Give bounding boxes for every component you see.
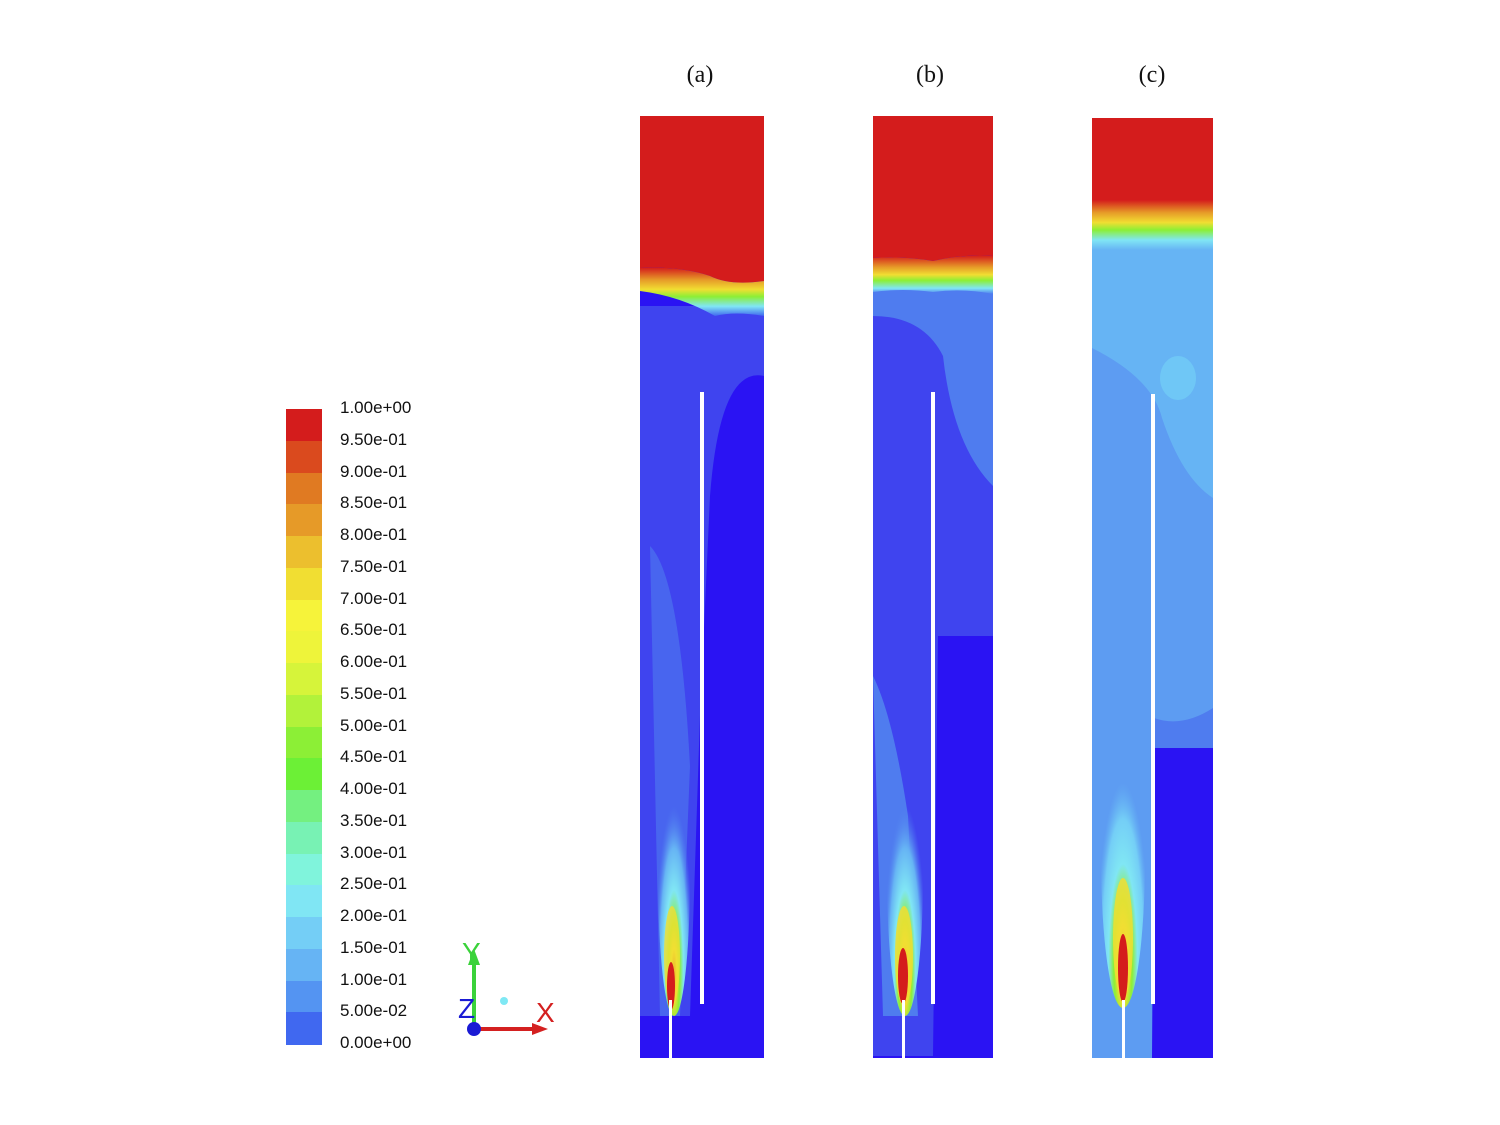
legend-label: 1.00e+00 xyxy=(340,398,412,417)
contour-panel-b xyxy=(873,116,993,1058)
legend-swatch xyxy=(286,758,322,791)
legend-label: 5.50e-01 xyxy=(340,683,408,703)
legend-label: 0.00e+00 xyxy=(340,1033,412,1052)
legend-swatch xyxy=(286,885,322,918)
legend-swatch xyxy=(286,567,322,601)
legend-label: 6.50e-01 xyxy=(340,620,408,640)
legend-swatch xyxy=(286,599,322,632)
legend-label: 2.00e-01 xyxy=(340,906,408,925)
axis-z-label: Z xyxy=(458,993,476,1024)
axes-arrows xyxy=(467,949,548,1036)
axes-triad: Y Z X xyxy=(452,935,572,1045)
legend-label: 4.00e-01 xyxy=(340,779,408,798)
legend-swatch xyxy=(286,694,322,728)
legend-swatch xyxy=(286,536,322,569)
legend-label: 4.50e-01 xyxy=(340,747,408,767)
axis-y-label: Y xyxy=(462,937,481,968)
legend-label: 6.00e-01 xyxy=(340,652,408,671)
legend-label: 8.00e-01 xyxy=(340,525,408,544)
legend-swatch xyxy=(286,948,322,982)
axis-x-label: X xyxy=(536,997,555,1028)
panel-b-title: (b) xyxy=(916,62,944,88)
color-legend xyxy=(286,409,322,1045)
legend-swatch xyxy=(286,440,322,474)
legend-label: 7.00e-01 xyxy=(340,588,408,608)
legend-label: 8.50e-01 xyxy=(340,493,408,513)
legend-swatch xyxy=(286,917,322,950)
legend-swatch xyxy=(286,821,322,855)
legend-label: 5.00e-02 xyxy=(340,1001,408,1021)
legend-swatch xyxy=(286,790,322,823)
legend-swatch xyxy=(286,504,322,537)
legend-label: 9.50e-01 xyxy=(340,429,408,449)
contour-panel-a xyxy=(640,116,764,1058)
contour-panel-c xyxy=(1092,118,1213,1058)
legend-label: 5.00e-01 xyxy=(340,715,408,735)
legend-label: 3.00e-01 xyxy=(340,842,408,862)
legend-label: 1.50e-01 xyxy=(340,937,408,957)
legend-label: 1.00e-01 xyxy=(340,969,408,989)
legend-label: 3.50e-01 xyxy=(340,810,408,830)
legend-label: 9.00e-01 xyxy=(340,461,408,481)
legend-swatch xyxy=(286,409,322,442)
legend-swatch xyxy=(286,1012,322,1045)
color-legend-labels: 1.00e+00 9.50e-01 9.00e-01 8.50e-01 8.00e-01… xyxy=(340,398,460,1058)
legend-swatch xyxy=(286,980,322,1013)
legend-swatch xyxy=(286,663,322,696)
panel-c-title: (c) xyxy=(1138,62,1166,88)
legend-label: 7.50e-01 xyxy=(340,556,408,576)
legend-label: 2.50e-01 xyxy=(340,874,408,894)
legend-swatch xyxy=(286,726,322,759)
panel-a-title: (a) xyxy=(686,62,714,88)
legend-swatch xyxy=(286,631,322,664)
legend-swatch xyxy=(286,472,322,505)
legend-swatch xyxy=(286,853,322,886)
